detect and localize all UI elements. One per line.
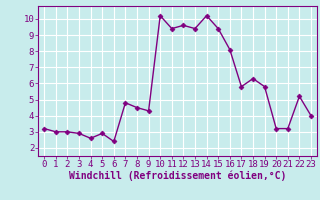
X-axis label: Windchill (Refroidissement éolien,°C): Windchill (Refroidissement éolien,°C) [69, 171, 286, 181]
